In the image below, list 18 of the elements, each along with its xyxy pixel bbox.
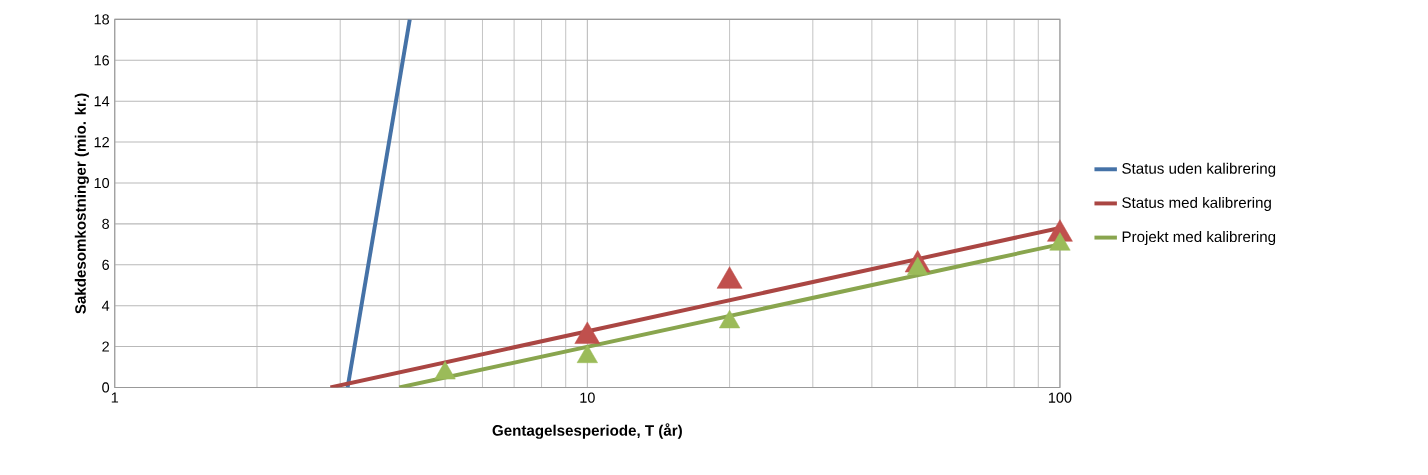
y-tick-label: 10 — [94, 177, 110, 188]
y-tick-label: 18 — [94, 14, 110, 25]
x-tick-label: 10 — [580, 392, 595, 403]
y-tick-label: 6 — [102, 259, 110, 270]
y-tick-label: 8 — [102, 218, 110, 229]
y-tick-label: 2 — [102, 341, 109, 352]
y-tick-label: 4 — [101, 300, 110, 311]
legend-label: Status med kalibrering — [1122, 196, 1271, 211]
x-tick-label: 100 — [1048, 392, 1072, 403]
y-axis-title: Sakdesomkostninger (mio. kr.) — [74, 93, 89, 314]
legend-label: Status uden kalibrering — [1122, 162, 1276, 177]
legend-label: Projekt med kalibrering — [1122, 230, 1276, 245]
y-tick-label: 12 — [94, 136, 109, 148]
y-tick-label: 0 — [102, 382, 110, 393]
y-tick-label: 14 — [94, 96, 110, 107]
y-tick-label: 16 — [94, 55, 110, 66]
x-tick-label: 1 — [111, 392, 119, 403]
x-axis-title: Gentagelsesperiode, T (år) — [492, 423, 682, 439]
